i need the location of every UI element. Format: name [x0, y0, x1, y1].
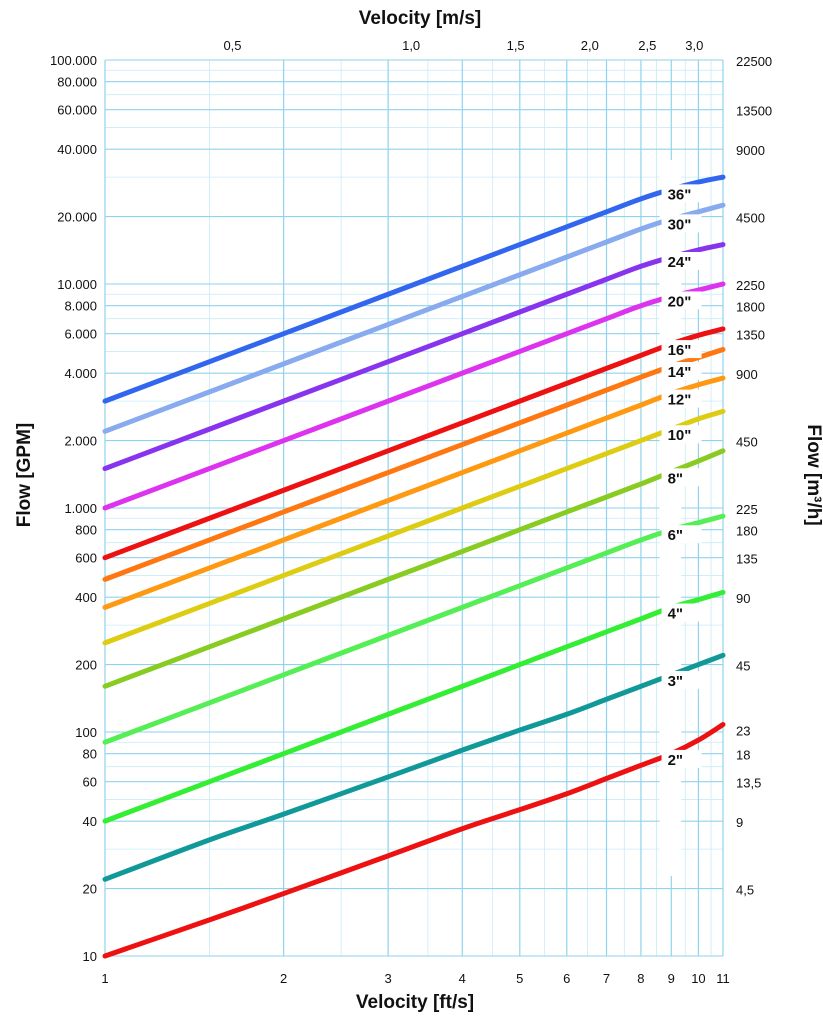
- y2-tick-label: 45: [736, 659, 750, 674]
- y2-tick-label: 18: [736, 748, 750, 763]
- series-label-bg: [661, 425, 702, 444]
- y-tick-label: 60.000: [57, 103, 97, 118]
- x-tick-label: 3: [385, 971, 392, 986]
- series-label: 4": [668, 606, 683, 623]
- series-label-bg: [661, 291, 702, 310]
- series-label: 24": [668, 254, 692, 271]
- y-tick-label: 60: [83, 775, 97, 790]
- y2-tick-label: 1800: [736, 300, 765, 315]
- y-tick-label: 10.000: [57, 277, 97, 292]
- series-label: 2": [668, 752, 683, 769]
- y2-tick-label: 90: [736, 591, 750, 606]
- y-tick-label: 200: [75, 658, 97, 673]
- y-tick-label: 100.000: [50, 53, 97, 68]
- series-label: 8": [668, 470, 683, 487]
- series-label-bg: [661, 603, 702, 622]
- x-tick-label: 9: [668, 971, 675, 986]
- x2-tick-label: 1,0: [402, 38, 420, 53]
- major-gridlines: [104, 59, 724, 957]
- y2-tick-label: 4500: [736, 210, 765, 225]
- label-gap: [659, 160, 682, 876]
- y2-tick-label: 4,5: [736, 883, 754, 898]
- y2-tick-label: 180: [736, 524, 758, 539]
- y-tick-label: 4.000: [64, 366, 97, 381]
- y2-tick-label: 13,5: [736, 776, 761, 791]
- series-label: 30": [668, 216, 692, 233]
- x-tick-label: 10: [691, 971, 705, 986]
- x2-axis-title: Velocity [m/s]: [359, 8, 482, 29]
- y-tick-label: 2.000: [64, 434, 97, 449]
- y-tick-label: 10: [83, 949, 97, 964]
- series-label-bg: [661, 362, 702, 381]
- y-tick-label: 20.000: [57, 210, 97, 225]
- x-tick-label: 7: [603, 971, 610, 986]
- series-label-bg: [661, 214, 702, 233]
- y2-tick-label: 13500: [736, 104, 772, 119]
- y2-tick-label: 225: [736, 502, 758, 517]
- y2-axis-title: Flow [m³/h]: [803, 424, 823, 525]
- x-tick-label: 8: [637, 971, 644, 986]
- series-label-bg: [661, 251, 702, 270]
- series-label: 12": [668, 392, 692, 409]
- y2-tick-label: 23: [736, 724, 750, 739]
- series-label: 16": [668, 342, 692, 359]
- y-tick-label: 1.000: [64, 501, 97, 516]
- series-label-bg: [661, 184, 702, 203]
- series-labels: 2" 3" 4" 6" 8" 10" 12" 14" 16" 20" 24" 30" 36": [661, 184, 702, 769]
- series-label: 20": [668, 293, 692, 310]
- x-axis-title: Velocity [ft/s]: [356, 992, 474, 1013]
- y-tick-label: 20: [83, 882, 97, 897]
- series-label: 6": [668, 527, 683, 544]
- series-label-bg: [661, 670, 702, 689]
- y-tick-label: 400: [75, 590, 97, 605]
- x-tick-label: 5: [516, 971, 523, 986]
- y-tick-label: 80: [83, 747, 97, 762]
- y2-tick-label: 22500: [736, 54, 772, 69]
- y2-tick-label: 9: [736, 815, 743, 830]
- series-label-bg: [661, 749, 702, 768]
- y2-tick-label: 1350: [736, 328, 765, 343]
- y-tick-label: 80.000: [57, 75, 97, 90]
- series-label-bg: [661, 340, 702, 359]
- series-label: 36": [668, 186, 692, 203]
- x2-tick-label: 2,5: [638, 38, 656, 53]
- y2-tick-label: 9000: [736, 143, 765, 158]
- y2-tick-label: 2250: [736, 278, 765, 293]
- series-label: 10": [668, 427, 692, 444]
- tick-labels: 1 2 3 4 5 6 7 8 9 10 110,5 1,0 1,5 2,0 2,5 3,0102040608…: [50, 38, 772, 986]
- series-label-bg: [661, 468, 702, 487]
- y-tick-label: 6.000: [64, 327, 97, 342]
- y2-tick-label: 450: [736, 434, 758, 449]
- x-tick-label: 6: [563, 971, 570, 986]
- y-tick-label: 600: [75, 551, 97, 566]
- x2-tick-label: 3,0: [685, 38, 703, 53]
- x2-tick-label: 2,0: [581, 38, 599, 53]
- x-tick-label: 11: [716, 971, 730, 986]
- x-tick-label: 1: [101, 971, 108, 986]
- series-label: 3": [668, 673, 683, 690]
- y-tick-label: 8.000: [64, 299, 97, 314]
- y-axis-title: Flow [GPM]: [14, 423, 35, 527]
- x2-tick-label: 0,5: [223, 38, 241, 53]
- y-tick-label: 40: [83, 814, 97, 829]
- x-tick-label: 4: [459, 971, 466, 986]
- x2-tick-label: 1,5: [507, 38, 525, 53]
- x-tick-label: 2: [280, 971, 287, 986]
- y2-tick-label: 900: [736, 367, 758, 382]
- y-tick-label: 40.000: [57, 142, 97, 157]
- y-tick-label: 100: [75, 725, 97, 740]
- y2-tick-label: 135: [736, 552, 758, 567]
- series-label-bg: [661, 525, 702, 544]
- series-label-bg: [661, 389, 702, 408]
- series-label: 14": [668, 364, 692, 381]
- y-tick-label: 800: [75, 523, 97, 538]
